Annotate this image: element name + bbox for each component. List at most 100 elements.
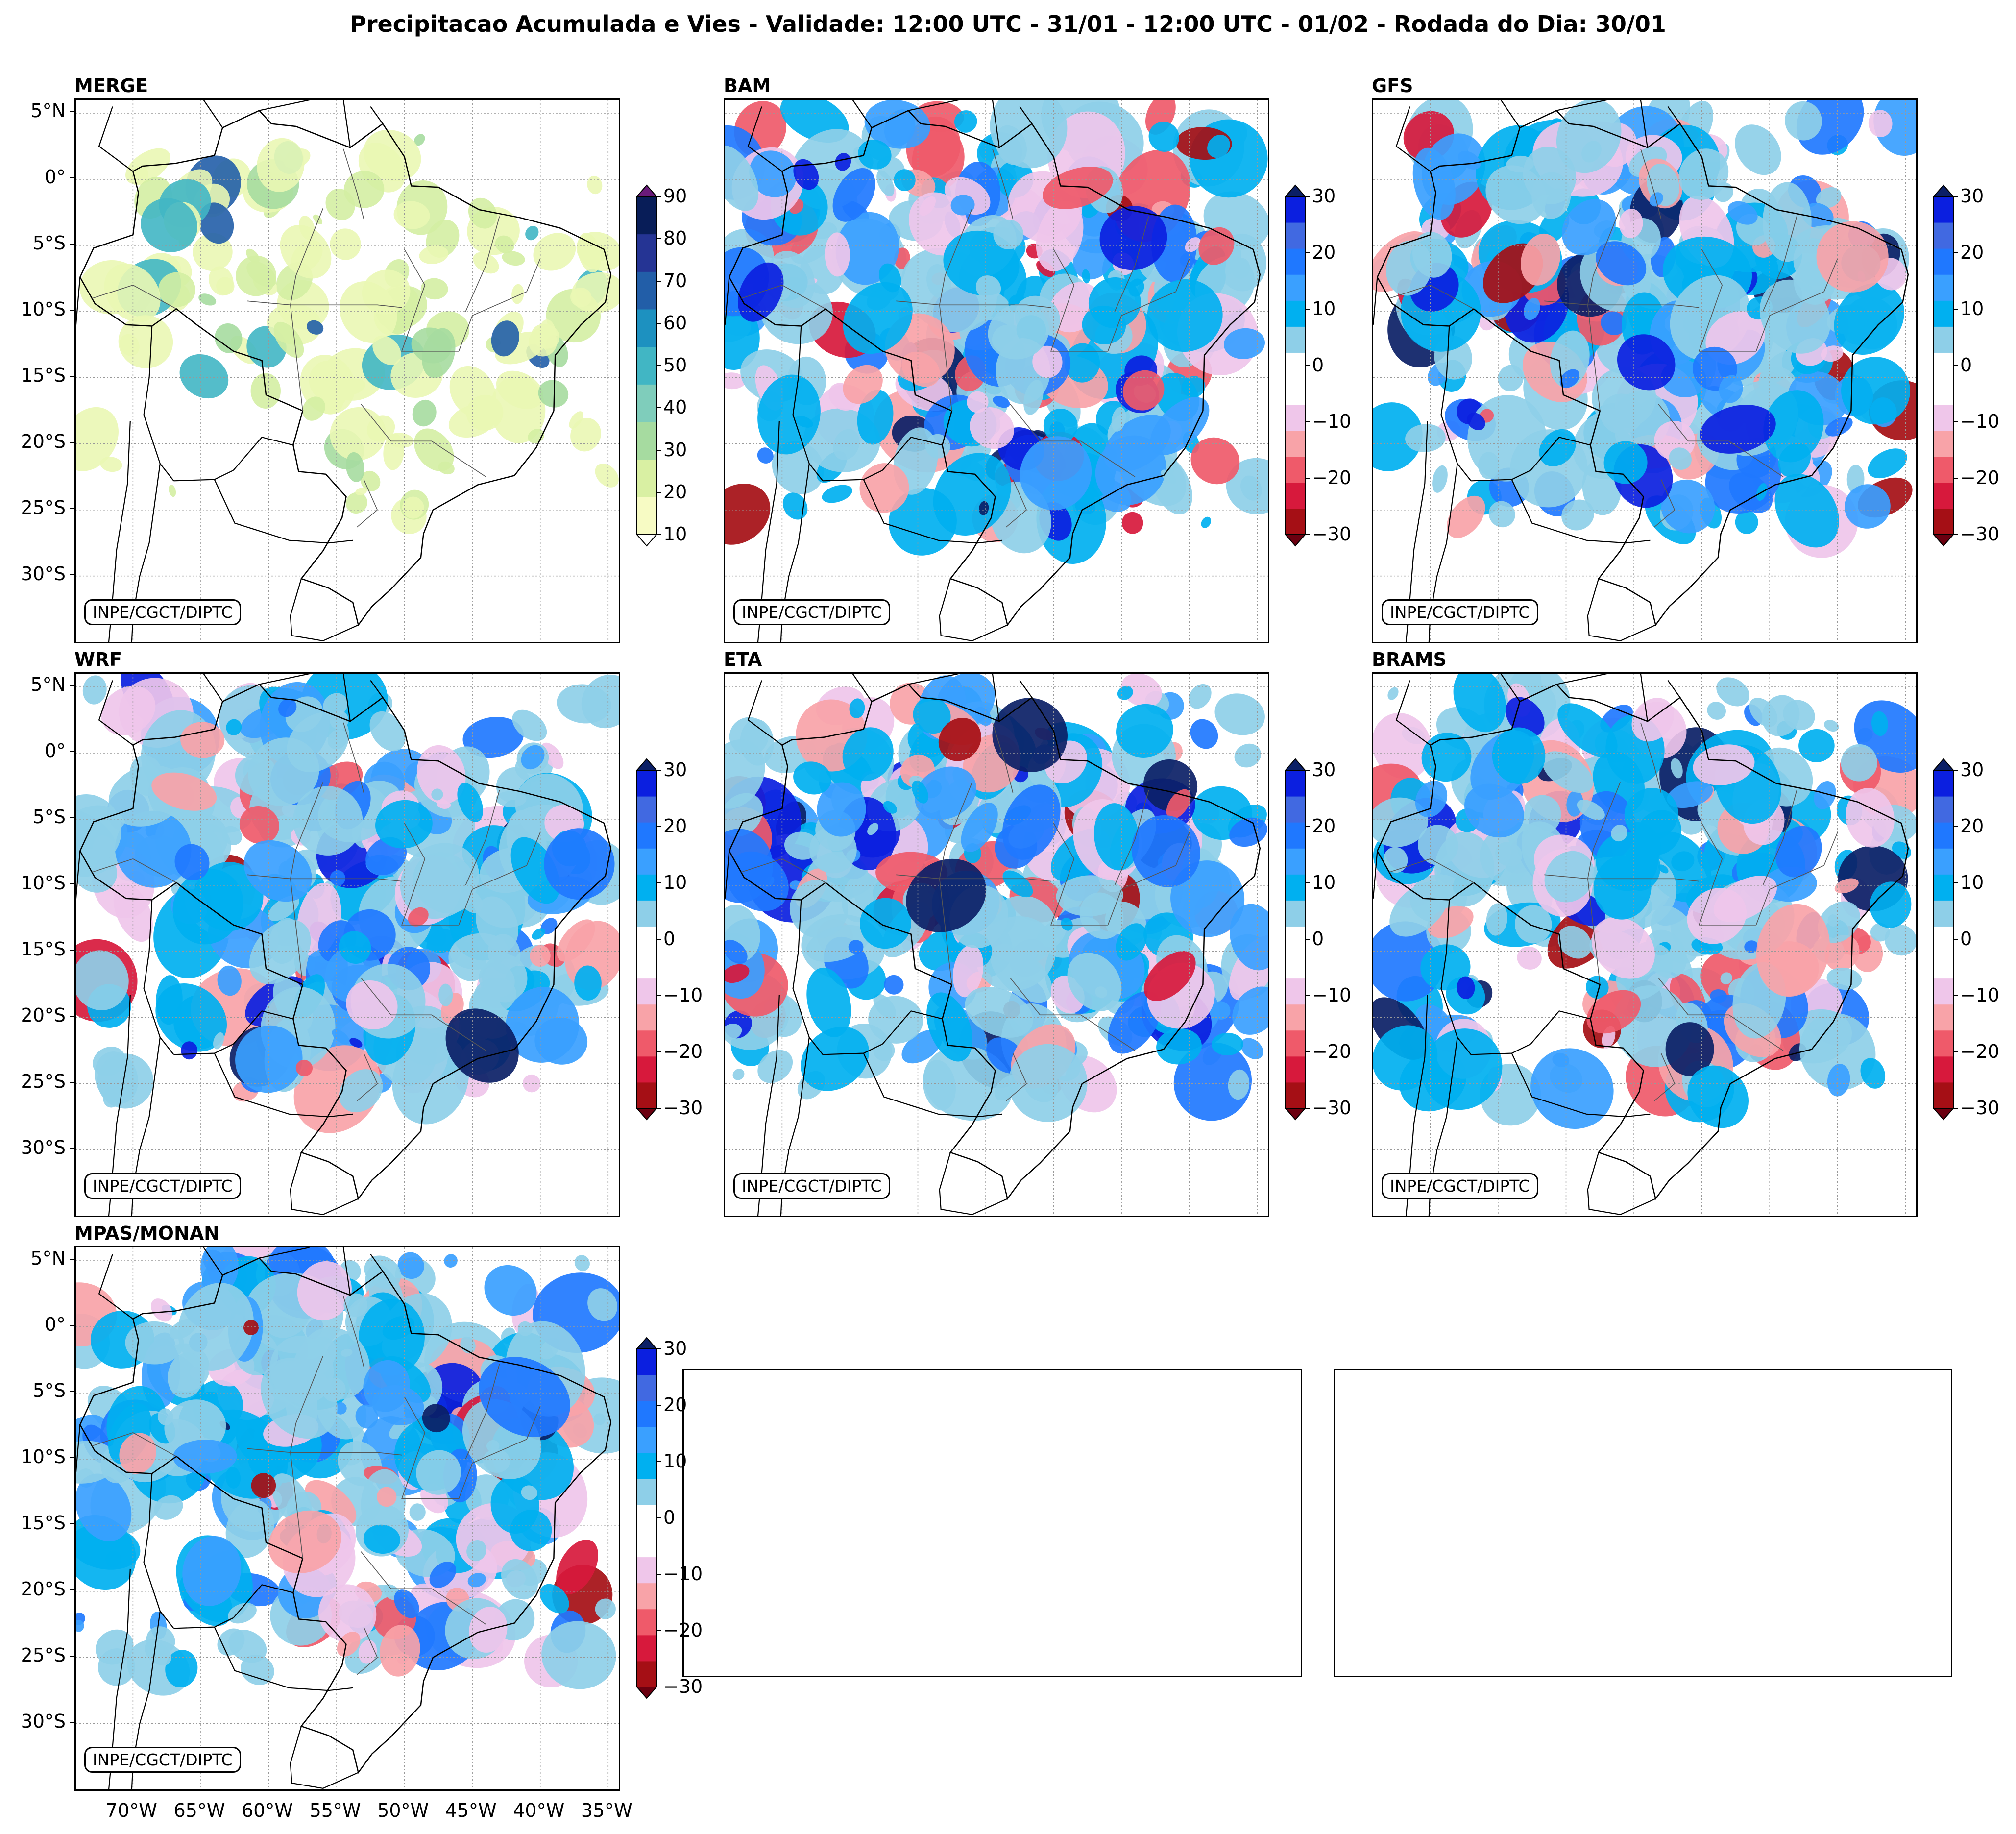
bias-cell: [725, 484, 771, 545]
bias-cell: [1020, 436, 1092, 511]
bias-colorbar: 30 20 10 0 −10 −20 −30: [1932, 184, 1999, 551]
colorbar-segment: [1934, 978, 1953, 1005]
precip-cell: [449, 366, 496, 418]
colorbar-segment: [637, 1030, 656, 1057]
bias-cell: [1667, 781, 1713, 808]
bias-cell: [213, 1032, 224, 1050]
bias-cell: [950, 195, 975, 216]
bias-cell: [1117, 685, 1133, 700]
bias-cell: [125, 1321, 184, 1365]
bias-cell: [1150, 397, 1210, 455]
colorbar-tick-label: −20: [1312, 1041, 1352, 1062]
colorbar-segment: [1934, 1004, 1953, 1031]
country-border: [233, 437, 293, 471]
bias-cell: [521, 745, 545, 770]
state-border: [1658, 404, 1784, 477]
colorbar-tick-label: 30: [663, 439, 687, 461]
bias-cell: [1539, 429, 1576, 466]
bias-cell: [76, 1441, 118, 1484]
precip-cell: [302, 396, 325, 421]
country-border: [290, 578, 359, 642]
colorbar-tick-label: 10: [1312, 298, 1336, 319]
bias-cell: [1228, 1069, 1250, 1100]
gridlines: [76, 674, 619, 1216]
colorbar-under-arrow: [1284, 534, 1307, 547]
latitude-tick-label: 5°N: [30, 1247, 66, 1269]
colorbar-tick-label: 70: [663, 269, 687, 292]
country-border: [823, 469, 883, 482]
country-border: [1019, 680, 1033, 698]
precip-cell: [419, 245, 449, 264]
bias-cell: [103, 1085, 122, 1108]
bias-cell: [457, 783, 484, 822]
bias-cell: [541, 1621, 616, 1689]
country-border: [1440, 326, 1472, 481]
bias-cell: [239, 806, 279, 844]
country-border: [992, 674, 1000, 722]
colorbar-tick-label: −20: [1312, 467, 1352, 489]
precip-cell: [345, 452, 364, 482]
precip-cell: [533, 233, 576, 271]
colorbar-segment: [1934, 274, 1953, 301]
bias-cell: [506, 987, 580, 1063]
state-border: [1006, 479, 1027, 528]
state-border: [458, 258, 541, 352]
bias-cell: [790, 222, 838, 264]
bias-cell: [1631, 698, 1674, 742]
colorbar-segment: [1934, 378, 1953, 405]
colorbar-segment: [1934, 196, 1953, 223]
bias-cell: [822, 485, 852, 503]
state-border: [1389, 285, 1474, 310]
bias-cell: [241, 1654, 274, 1686]
country-border: [852, 674, 873, 702]
country-border: [76, 1424, 81, 1472]
longitude-tick-label: 40°W: [513, 1800, 565, 1821]
country-border: [1395, 106, 1431, 172]
precip-cell: [307, 320, 324, 335]
panel-title: ETA: [724, 649, 762, 670]
colorbar-segment: [637, 1004, 656, 1031]
bias-cell: [295, 1059, 313, 1076]
bias-cell: [913, 697, 951, 734]
bias-cell: [1232, 986, 1268, 1035]
bias-cell: [1043, 167, 1113, 209]
colorbar-tick-label: 10: [1960, 872, 1984, 893]
colorbar-over-arrow: [1932, 758, 1955, 771]
precip-cell: [361, 470, 381, 491]
country-border: [214, 1053, 353, 1118]
colorbar-tick-label: −30: [1312, 1097, 1352, 1119]
bias-cell: [1759, 279, 1831, 354]
colorbar-segment: [637, 822, 656, 849]
bias-cell: [793, 159, 819, 190]
bias-cell: [1002, 784, 1061, 860]
bias-cell: [323, 693, 348, 717]
bias-cell: [1514, 905, 1552, 944]
state-border: [1107, 832, 1190, 926]
colorbar-segment: [637, 1427, 656, 1453]
bias-cell: [217, 965, 242, 996]
bias-cell: [76, 950, 129, 1010]
bias-cell: [1542, 751, 1593, 793]
bias-cell: [1611, 825, 1627, 842]
colorbar-segment: [1934, 508, 1953, 535]
state-border: [1107, 258, 1190, 352]
bias-field: [76, 1247, 619, 1696]
bias-cell: [462, 716, 524, 758]
bias-colorbar: 30 20 10 0 −10 −20 −30: [1284, 758, 1351, 1125]
bias-cell: [337, 1632, 361, 1657]
colorbar-segment: [637, 459, 656, 497]
bias-cell: [1671, 758, 1683, 779]
bias-cell: [848, 940, 864, 954]
bias-cell: [408, 907, 429, 927]
country-border: [370, 680, 384, 698]
country-border: [1587, 578, 1656, 642]
bias-cell: [876, 170, 895, 196]
bias-cell: [1586, 990, 1641, 1034]
bias-cell: [1841, 357, 1910, 425]
state-border: [92, 858, 177, 883]
latitude-tick-label: 5°N: [30, 673, 66, 695]
bias-cell: [1735, 510, 1758, 534]
colorbar-tick-label: −30: [1960, 523, 2000, 545]
state-border: [1587, 305, 1601, 411]
colorbar-segment: [637, 1349, 656, 1375]
